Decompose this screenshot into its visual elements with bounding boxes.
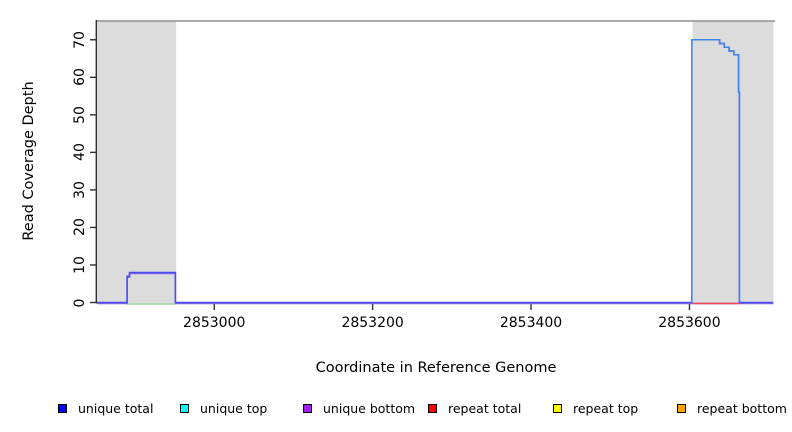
series-unique-total	[97, 39, 774, 304]
y-tick-label: 30	[72, 180, 88, 199]
legend-label: repeat bottom	[697, 400, 787, 416]
series-unique-top-peak	[691, 39, 741, 303]
y-tick-label: 60	[72, 68, 88, 87]
x-tick-label: 2853400	[499, 315, 563, 331]
legend-item-repeat-top: repeat top	[553, 400, 638, 416]
legend-label: unique bottom	[323, 400, 416, 416]
right-repeat-region	[692, 21, 774, 304]
legend-swatch-icon	[553, 403, 562, 413]
legend-label: repeat top	[573, 400, 639, 416]
legend-swatch-icon	[180, 403, 189, 413]
y-tick-label: 40	[72, 143, 88, 162]
legend-item-unique-top: unique top	[180, 400, 267, 416]
x-axis-title: Coordinate in Reference Genome	[315, 360, 557, 376]
legend-swatch-icon	[303, 403, 312, 413]
y-tick-label: 70	[72, 30, 88, 49]
legend-item-repeat-bottom: repeat bottom	[677, 400, 787, 416]
y-tick-label: 10	[72, 256, 88, 274]
x-tick-label: 2853600	[658, 315, 721, 331]
y-tick-label: 20	[72, 218, 88, 237]
legend-label: repeat total	[448, 400, 522, 416]
y-axis-title: Read Coverage Depth	[21, 81, 37, 241]
x-tick-label: 2853200	[341, 315, 404, 331]
legend-item-unique-total: unique total	[58, 400, 153, 416]
legend-label: unique top	[200, 400, 268, 416]
y-tick-label: 50	[72, 105, 88, 124]
y-tick-label: 0	[72, 298, 88, 307]
legend-swatch-icon	[677, 403, 686, 413]
left-repeat-region	[97, 21, 177, 304]
legend-item-unique-bottom: unique bottom	[303, 400, 415, 416]
legend-swatch-icon	[58, 403, 67, 413]
legend-swatch-icon	[428, 403, 437, 413]
legend-label: unique total	[78, 400, 154, 416]
x-tick-label: 2853000	[183, 315, 246, 331]
series-unique-bottom	[97, 272, 774, 305]
legend-item-repeat-total: repeat total	[428, 400, 521, 416]
